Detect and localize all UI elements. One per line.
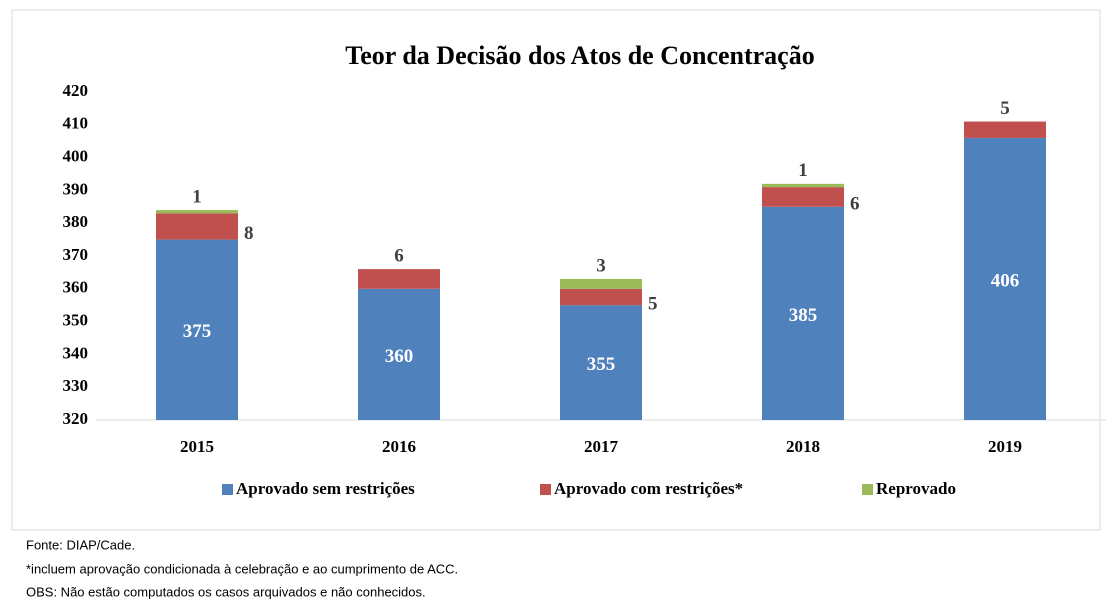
chart-frame bbox=[11, 9, 1101, 531]
y-tick-label: 410 bbox=[63, 114, 89, 133]
data-label: 385 bbox=[789, 305, 818, 326]
bar bbox=[964, 137, 1046, 421]
legend-label: Aprovado com restrições* bbox=[554, 479, 743, 498]
footnote: OBS: Não estão computados os casos arqui… bbox=[26, 584, 426, 599]
bar bbox=[156, 213, 238, 240]
bar bbox=[964, 121, 1046, 138]
bar bbox=[762, 206, 844, 420]
bar bbox=[560, 278, 642, 289]
bar bbox=[156, 210, 238, 214]
y-tick-label: 340 bbox=[63, 343, 89, 362]
data-label: 406 bbox=[991, 270, 1020, 291]
legend-label: Aprovado sem restrições bbox=[236, 479, 415, 498]
x-tick-label: 2016 bbox=[382, 437, 416, 456]
x-tick-label: 2019 bbox=[988, 437, 1022, 456]
y-tick-label: 320 bbox=[63, 409, 89, 428]
chart-title: Teor da Decisão dos Atos de Concentração bbox=[345, 41, 814, 70]
data-label: 1 bbox=[192, 186, 202, 207]
y-tick-label: 350 bbox=[63, 311, 89, 330]
y-tick-label: 330 bbox=[63, 376, 89, 395]
legend-label: Reprovado bbox=[876, 479, 956, 498]
legend-swatch bbox=[540, 484, 551, 495]
bar bbox=[156, 239, 238, 420]
bar bbox=[762, 187, 844, 207]
bar bbox=[560, 305, 642, 420]
data-label: 375 bbox=[183, 321, 212, 342]
y-tick-label: 400 bbox=[63, 147, 89, 166]
x-tick-label: 2015 bbox=[180, 437, 214, 456]
data-label: 3 bbox=[596, 255, 606, 276]
data-label: 360 bbox=[385, 346, 414, 367]
data-label: 6 bbox=[850, 193, 860, 214]
bar bbox=[358, 288, 440, 420]
data-label: 5 bbox=[648, 293, 658, 314]
legend-swatch bbox=[222, 484, 233, 495]
y-tick-label: 390 bbox=[63, 179, 89, 198]
data-label: 6 bbox=[394, 245, 404, 266]
bar bbox=[762, 183, 844, 188]
y-tick-label: 360 bbox=[63, 278, 89, 297]
data-label: 1 bbox=[798, 160, 808, 181]
y-tick-label: 420 bbox=[63, 81, 89, 100]
data-label: 8 bbox=[244, 223, 254, 244]
data-label: 5 bbox=[1000, 98, 1010, 119]
data-label: 355 bbox=[587, 354, 616, 375]
legend-swatch bbox=[862, 484, 873, 495]
bar bbox=[560, 288, 642, 306]
y-tick-label: 370 bbox=[63, 245, 89, 264]
y-tick-label: 380 bbox=[63, 212, 89, 231]
footnote: *incluem aprovação condicionada à celebr… bbox=[26, 561, 458, 576]
x-tick-label: 2018 bbox=[786, 437, 820, 456]
x-tick-label: 2017 bbox=[584, 437, 619, 456]
footnote: Fonte: DIAP/Cade. bbox=[26, 537, 135, 552]
bar bbox=[358, 269, 440, 289]
